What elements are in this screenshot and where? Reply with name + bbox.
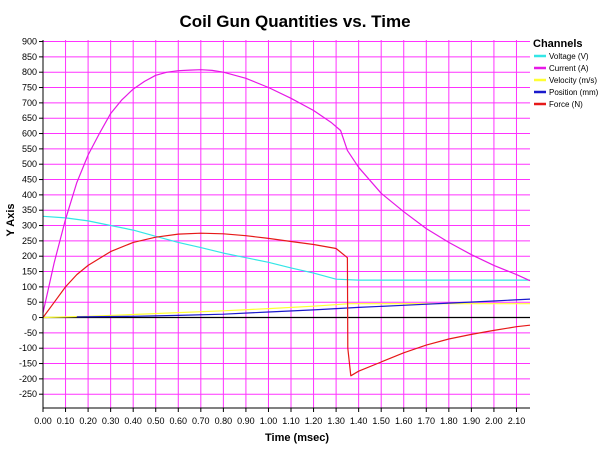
x-tick-label: 0.10: [57, 416, 75, 426]
x-tick-label: 2.10: [508, 416, 526, 426]
y-tick-label: 350: [22, 205, 37, 215]
x-tick-label: 1.70: [418, 416, 436, 426]
x-tick-label: 0.80: [215, 416, 233, 426]
y-tick-label: 0: [32, 313, 37, 323]
series-line-3: [76, 298, 531, 318]
y-tick-label: -50: [24, 328, 37, 338]
x-tick-label: 1.50: [372, 416, 390, 426]
y-tick-label: 700: [22, 98, 37, 108]
y-tick-label: 150: [22, 267, 37, 277]
x-tick-label: 0.70: [192, 416, 210, 426]
x-axis-label: Time (msec): [265, 432, 329, 444]
legend-title: Channels: [533, 38, 583, 50]
legend-label: Force (N): [549, 100, 583, 109]
y-tick-label: 800: [22, 67, 37, 77]
x-tick-label: 1.40: [350, 416, 368, 426]
x-tick-label: 0.40: [124, 416, 142, 426]
plot-background: [43, 40, 530, 408]
x-tick-label: 2.00: [485, 416, 503, 426]
x-tick-label: 1.00: [260, 416, 278, 426]
y-tick-label: 500: [22, 159, 37, 169]
y-tick-label: 900: [22, 37, 37, 47]
series-line-1: [42, 69, 531, 314]
y-tick-label: 50: [27, 297, 37, 307]
y-tick-label: -100: [19, 343, 37, 353]
legend: Channels Voltage (V) Current (A) Velocity …: [533, 38, 599, 109]
legend-label: Velocity (m/s): [549, 76, 597, 85]
series-line-0: [42, 215, 530, 281]
y-tick-label: 450: [22, 175, 37, 185]
x-tick-label: 0.90: [237, 416, 255, 426]
plot-area: 0.00 0.10 0.20 0.30 0.40 0.50 0.60 0.70 0.80 0.90…: [19, 37, 531, 426]
y-tick-label: -250: [19, 389, 37, 399]
y-tick-label: 400: [22, 190, 37, 200]
legend-label: Voltage (V): [549, 52, 589, 61]
x-tick-label: 0.00: [34, 416, 52, 426]
y-axis-label: Y Axis: [5, 203, 17, 236]
series-line-2: [42, 303, 530, 319]
y-tick-label: 250: [22, 236, 37, 246]
y-tick-label: -200: [19, 374, 37, 384]
x-tick-label: 0.20: [79, 416, 97, 426]
series-line-4: [42, 232, 531, 377]
x-tick-label: 1.30: [327, 416, 345, 426]
y-tick-label: 550: [22, 144, 37, 154]
x-tick-label: 1.80: [440, 416, 458, 426]
legend-label: Current (A): [549, 64, 589, 73]
y-tick-label: 850: [22, 52, 37, 62]
x-tick-label: 1.10: [282, 416, 300, 426]
x-tick-label: 1.60: [395, 416, 413, 426]
y-tick-label: 300: [22, 221, 37, 231]
x-tick-label: 0.60: [170, 416, 188, 426]
x-tick-label: 1.90: [463, 416, 481, 426]
y-tick-label: 100: [22, 282, 37, 292]
x-tick-label: 0.50: [147, 416, 165, 426]
y-tick-label: 750: [22, 83, 37, 93]
y-tick-label: 600: [22, 129, 37, 139]
x-tick-label: 1.20: [305, 416, 323, 426]
y-tick-label: 200: [22, 251, 37, 261]
y-tick-label: 650: [22, 113, 37, 123]
legend-label: Position (mm): [549, 88, 599, 97]
chart-title: Coil Gun Quantities vs. Time: [179, 12, 410, 31]
y-tick-label: -150: [19, 359, 37, 369]
x-tick-label: 0.30: [102, 416, 120, 426]
